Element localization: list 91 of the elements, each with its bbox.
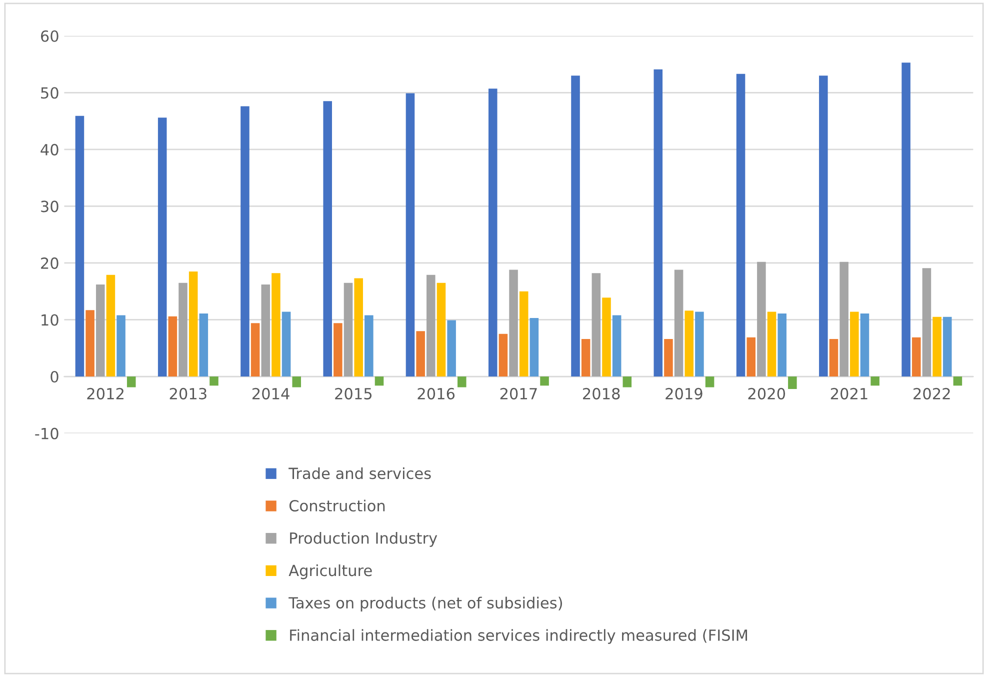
bar — [374, 376, 384, 386]
bar — [416, 331, 425, 377]
bar — [705, 376, 714, 388]
bar — [860, 313, 870, 377]
bar — [540, 376, 549, 386]
y-tick-label: -10 — [35, 428, 58, 440]
bar — [674, 270, 684, 377]
y-tick-label: 30 — [41, 200, 58, 212]
bar — [364, 315, 374, 377]
bar — [767, 312, 776, 377]
bar — [188, 271, 198, 377]
legend-label: Construction — [289, 500, 385, 512]
bar — [530, 318, 539, 377]
bar — [602, 298, 611, 377]
bar — [592, 273, 601, 377]
bar — [250, 323, 260, 377]
bar — [622, 376, 632, 388]
bar — [788, 376, 797, 389]
bar — [612, 315, 622, 377]
x-tick-label: 2012 — [87, 388, 124, 400]
bar — [509, 270, 518, 377]
bar — [757, 262, 766, 377]
bar — [778, 313, 786, 377]
y-tick-label: 40 — [40, 144, 58, 156]
legend-label: Financial intermediation services indirectly measured (FISIM — [290, 629, 748, 644]
bar — [334, 323, 342, 377]
bar — [96, 284, 105, 377]
x-tick-label: 2019 — [666, 388, 702, 400]
bar — [292, 376, 302, 388]
bar — [953, 376, 962, 386]
x-tick-label: 2021 — [830, 388, 868, 400]
bar — [932, 316, 942, 377]
bar — [406, 93, 415, 377]
bar — [354, 278, 363, 377]
y-tick-label: 50 — [41, 87, 58, 99]
bar — [519, 291, 528, 377]
legend-label: Production Industry — [290, 532, 438, 547]
bar — [922, 268, 932, 377]
bar — [458, 376, 466, 388]
bar — [261, 284, 270, 377]
bar — [829, 339, 838, 377]
x-tick-label: 2017 — [500, 388, 537, 400]
bar — [498, 334, 508, 377]
y-tick-label: 10 — [42, 314, 58, 326]
x-tick-label: 2022 — [914, 388, 950, 400]
bar — [736, 74, 746, 377]
bar — [850, 312, 859, 377]
bar — [654, 69, 663, 377]
bar — [199, 313, 208, 377]
y-tick-label: 0 — [50, 370, 58, 383]
bar — [912, 337, 921, 377]
bar — [116, 315, 126, 377]
x-tick-label: 2020 — [748, 388, 786, 400]
x-tick-label: 2014 — [252, 388, 290, 400]
x-tick-label: 2015 — [335, 388, 372, 400]
bar — [344, 282, 353, 377]
bar — [158, 118, 167, 377]
legend-label: Trade and services — [288, 467, 431, 480]
bar — [86, 310, 94, 377]
x-tick-label: 2013 — [170, 388, 206, 400]
bar — [178, 282, 188, 377]
bar — [695, 312, 704, 377]
bar — [323, 101, 332, 377]
x-tick-label: 2018 — [583, 388, 620, 400]
bar — [106, 274, 116, 377]
bar — [426, 274, 436, 377]
bar — [664, 339, 673, 377]
bar — [210, 376, 218, 386]
bar — [240, 106, 250, 377]
bar — [902, 62, 910, 377]
x-tick-label: 2016 — [418, 388, 455, 400]
bar — [272, 273, 280, 377]
bar — [581, 339, 590, 377]
bar — [75, 116, 84, 377]
y-tick-label: 60 — [40, 30, 58, 42]
legend-label: Taxes on products (net of subsidies) — [288, 596, 562, 612]
bar — [942, 316, 952, 377]
bar — [168, 316, 178, 377]
bar — [282, 312, 291, 377]
bar — [436, 282, 446, 377]
y-tick-label: 20 — [41, 257, 58, 269]
bar — [840, 262, 848, 377]
bar — [819, 76, 828, 377]
legend-label: Agriculture — [288, 564, 372, 580]
bar — [571, 76, 580, 377]
bar — [447, 320, 456, 377]
bar — [488, 88, 498, 377]
bar — [870, 376, 880, 386]
bar — [684, 310, 694, 377]
bar — [746, 337, 756, 377]
bar — [126, 376, 136, 388]
